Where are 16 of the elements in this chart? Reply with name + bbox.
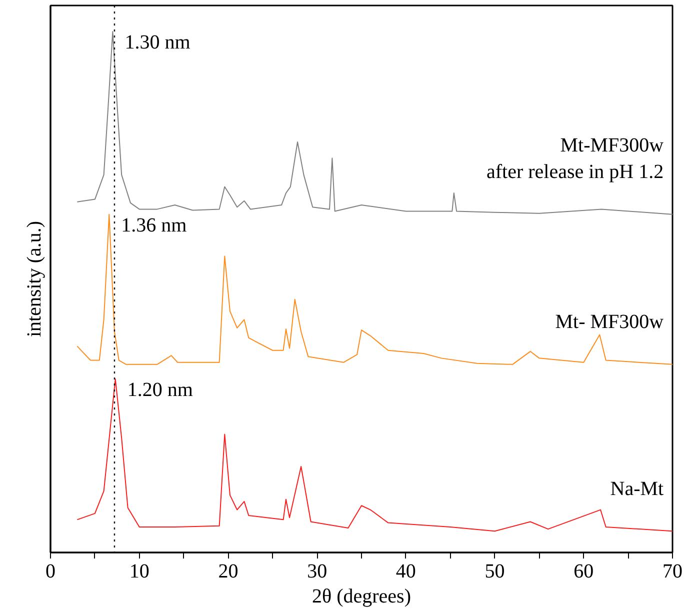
x-tick-label: 10 (129, 560, 150, 582)
annotation: 1.30 nm (124, 32, 191, 54)
x-tick-label: 40 (396, 560, 416, 582)
annotation: 1.20 nm (127, 379, 194, 402)
series-label: Mt- MF300w (555, 311, 664, 334)
x-tick-label: 20 (218, 560, 238, 582)
series-label: Mt-MF300w after release in pH 1.2 (486, 134, 664, 184)
x-tick-label: 70 (662, 560, 682, 582)
x-axis-title: 2θ (degrees) (312, 586, 411, 608)
x-tick-label: 50 (484, 560, 505, 582)
series-label: Na-Mt (610, 478, 664, 500)
x-tick-label: 60 (574, 560, 594, 582)
x-tick-label: 30 (307, 560, 328, 582)
x-tick-label: 0 (46, 560, 56, 582)
y-axis-title: intensity (a.u.) (24, 220, 46, 338)
annotation: 1.36 nm (121, 214, 188, 236)
